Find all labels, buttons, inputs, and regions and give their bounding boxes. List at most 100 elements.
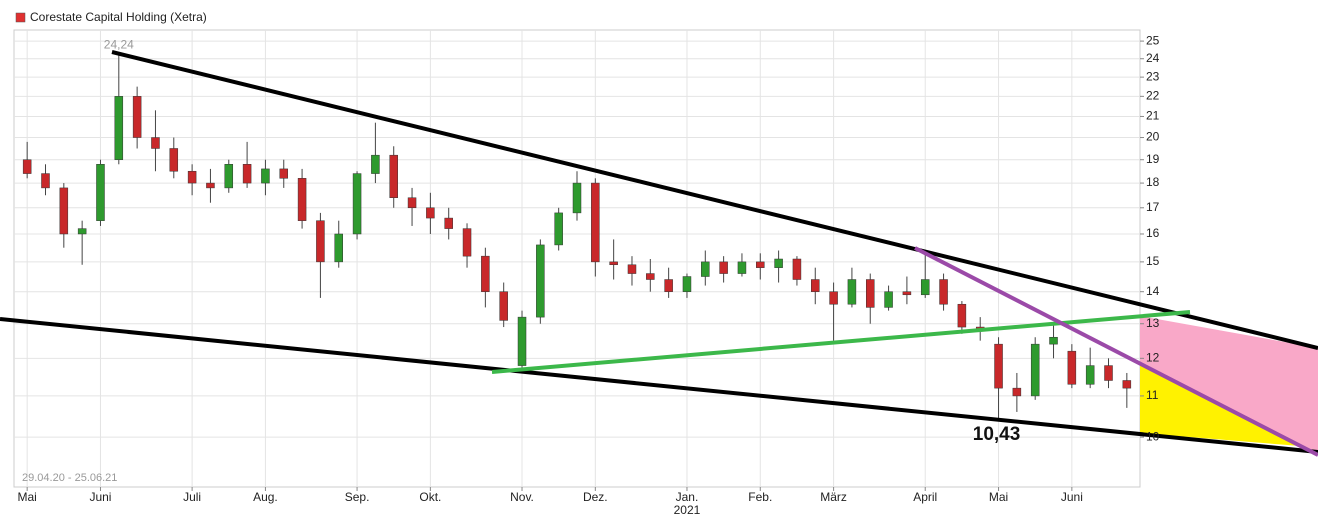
candle-body	[426, 207, 435, 219]
candle-body	[41, 173, 50, 189]
candle-body	[481, 255, 490, 292]
candle-body	[1067, 350, 1077, 385]
candle-body	[554, 212, 563, 246]
candle-body	[59, 187, 69, 235]
candle-body	[371, 154, 380, 174]
candle-body	[151, 137, 160, 149]
x-tick-label: Mai	[17, 490, 36, 504]
candle-body	[719, 261, 728, 274]
y-tick-label: 15	[1146, 254, 1160, 268]
candle-body	[957, 303, 967, 328]
x-tick-label: Feb.	[748, 490, 772, 504]
candle-body	[792, 258, 802, 280]
x-tick-label: Dez.	[583, 490, 608, 504]
candle-body	[536, 244, 545, 318]
x-tick-label: Juni	[1061, 490, 1083, 504]
candle-body	[187, 170, 197, 184]
candle-body	[1012, 387, 1022, 397]
candle-body	[829, 291, 838, 305]
candle-body	[444, 217, 453, 229]
y-tick-label: 18	[1146, 175, 1160, 189]
candle-body	[169, 148, 179, 172]
candle-body	[737, 261, 747, 274]
annotation: 24,24	[104, 38, 134, 52]
candle-body	[242, 164, 252, 184]
y-tick-label: 21	[1146, 109, 1160, 123]
candle-body	[664, 279, 673, 292]
candle-body	[1104, 365, 1113, 381]
candle-body	[609, 261, 618, 266]
candle-body	[334, 233, 343, 263]
x-tick-label: Mai	[989, 490, 1008, 504]
year-label: 2021	[674, 503, 701, 517]
y-tick-label: 20	[1146, 130, 1160, 144]
green-trendline	[491, 310, 1191, 374]
candle-body	[499, 291, 508, 321]
candle-body	[920, 279, 930, 296]
y-tick-label: 12	[1146, 350, 1160, 364]
candle-body	[572, 182, 582, 214]
y-tick-label: 14	[1146, 284, 1160, 298]
candle-body	[701, 261, 710, 277]
candle-body	[22, 159, 32, 174]
lower-trendline	[0, 317, 1318, 454]
y-tick-label: 25	[1146, 33, 1160, 47]
candle-body	[352, 173, 362, 235]
annotation: 10,43	[973, 424, 1021, 445]
candle-body	[462, 228, 472, 257]
y-tick-label: 22	[1146, 89, 1160, 103]
y-tick-label: 24	[1146, 51, 1160, 65]
candle-body	[682, 276, 692, 292]
candle-body	[884, 291, 893, 308]
candle-body	[114, 96, 124, 160]
candle-body	[206, 182, 215, 189]
candle-body	[1030, 343, 1040, 397]
candle-body	[316, 220, 325, 263]
candles	[22, 54, 1132, 419]
chart-title: Corestate Capital Holding (Xetra)	[30, 10, 207, 24]
grid	[14, 30, 1140, 487]
candle-body	[407, 197, 417, 209]
x-tick-label: Juni	[89, 490, 111, 504]
candle-body	[774, 258, 783, 268]
candle-body	[902, 291, 912, 296]
purple-trendline	[914, 246, 1318, 457]
candle-body	[811, 279, 820, 292]
x-tick-label: Sep.	[345, 490, 370, 504]
candle-body	[297, 178, 307, 221]
candle-body	[96, 164, 105, 221]
candle-body	[591, 182, 600, 263]
candle-body	[517, 316, 527, 366]
candle-body	[994, 343, 1003, 389]
x-tick-label: Aug.	[253, 490, 278, 504]
y-tick-label: 23	[1146, 69, 1160, 83]
candle-body	[77, 228, 87, 235]
candle-body	[865, 279, 875, 308]
candle-body	[1122, 380, 1132, 389]
candle-body	[279, 168, 289, 179]
x-tick-label: Juli	[183, 490, 201, 504]
date-range: 29.04.20 - 25.06.21	[22, 472, 117, 484]
x-tick-label: Okt.	[419, 490, 441, 504]
candle-body	[939, 279, 948, 305]
x-tick-label: März	[820, 490, 847, 504]
pink-zone	[1140, 316, 1318, 455]
candle-body	[646, 273, 655, 280]
candle-body	[847, 279, 857, 305]
x-tick-label: Nov.	[510, 490, 534, 504]
y-tick-label: 13	[1146, 316, 1160, 330]
upper-trendline	[111, 50, 1318, 350]
candle-body	[627, 264, 637, 274]
legend-marker	[15, 12, 26, 23]
x-tick-label: Jan.	[676, 490, 699, 504]
x-tick-label: April	[913, 490, 937, 504]
candle-body	[1049, 336, 1058, 345]
candle-body	[1085, 365, 1095, 385]
candle-body	[261, 168, 270, 184]
candle-body	[224, 164, 234, 189]
y-tick-label: 16	[1146, 226, 1160, 240]
y-tick-label: 17	[1146, 200, 1160, 214]
candle-body	[756, 261, 765, 268]
y-tick-label: 11	[1146, 388, 1159, 402]
